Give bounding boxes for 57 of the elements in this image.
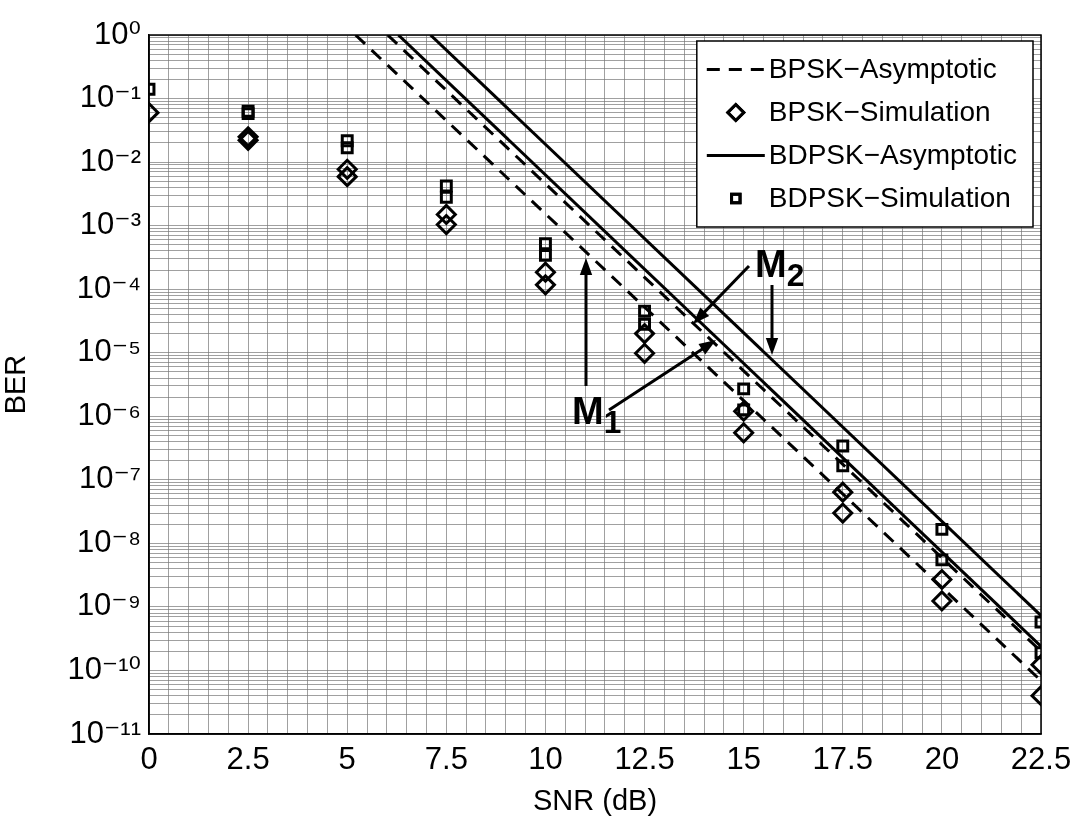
- point: [534, 261, 556, 283]
- point: [439, 179, 453, 193]
- y-tick-label: 10⁻¹⁰: [67, 651, 141, 686]
- x-tick-label: 12.5: [614, 741, 675, 777]
- point: [340, 141, 354, 155]
- point: [737, 382, 751, 396]
- point: [435, 214, 457, 236]
- y-tick-label: 10⁻²: [79, 142, 141, 178]
- point: [638, 304, 652, 318]
- point: [832, 502, 854, 524]
- point: [935, 553, 949, 567]
- x-axis-title: SNR (dB): [532, 783, 658, 816]
- point: [439, 190, 453, 204]
- point: [733, 422, 755, 444]
- point: [336, 166, 358, 188]
- annotation: M$_{2}$: [755, 243, 805, 293]
- y-tick-label: 10⁻⁶: [77, 396, 141, 432]
- x-tick-label: 7.5: [424, 741, 468, 777]
- legend-label: BDPSK−Simulation: [768, 182, 1011, 214]
- x-tick-label: 15: [726, 741, 761, 777]
- x-tick-label: 20: [924, 741, 960, 777]
- point: [836, 459, 850, 473]
- x-tick-label: 5: [338, 741, 356, 777]
- point: [836, 439, 850, 453]
- y-tick-label: 10⁻¹: [79, 79, 141, 115]
- point: [931, 569, 953, 590]
- point: [935, 522, 949, 536]
- x-tick-label: 22.5: [1010, 741, 1072, 777]
- x-tick-label: 0: [140, 741, 158, 777]
- y-tick-label: 10⁻⁴: [76, 269, 141, 305]
- x-tick-label: 17.5: [812, 741, 873, 777]
- y-tick-label: 10⁰: [94, 15, 141, 51]
- point: [539, 237, 552, 251]
- y-tick-label: 10⁻³: [79, 206, 141, 242]
- point: [733, 400, 755, 422]
- legend-label: BPSK−Simulation: [768, 96, 991, 128]
- point: [534, 274, 556, 296]
- legend-label: BPSK−Asymptotic: [768, 53, 997, 85]
- point: [539, 248, 552, 262]
- y-tick-label: 10⁻⁵: [77, 333, 141, 369]
- legend-label: BDPSK−Asymptotic: [768, 139, 1017, 171]
- point: [435, 203, 457, 225]
- point: [634, 342, 656, 364]
- point: [931, 590, 953, 612]
- point: [634, 323, 656, 345]
- point: [832, 481, 854, 503]
- point: [336, 158, 358, 180]
- x-tick-label: 2.5: [226, 741, 270, 777]
- y-tick-label: 10⁻⁷: [78, 460, 141, 496]
- y-axis-title: BER: [0, 354, 32, 415]
- point: [638, 317, 652, 331]
- y-tick-label: 10⁻⁸: [77, 523, 141, 559]
- point: [340, 134, 354, 148]
- annotation: M$_{1}$: [572, 390, 622, 440]
- y-tick-label: 10⁻¹¹: [69, 714, 141, 750]
- x-tick-label: 10: [528, 741, 563, 777]
- y-tick-label: 10⁻⁹: [76, 587, 141, 623]
